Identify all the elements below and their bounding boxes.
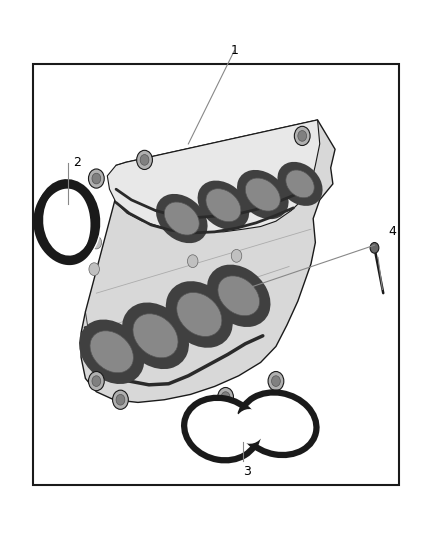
Text: 1: 1 — [230, 44, 238, 57]
Circle shape — [88, 169, 104, 188]
Circle shape — [137, 150, 152, 169]
Ellipse shape — [198, 181, 249, 230]
Circle shape — [231, 249, 242, 262]
FancyBboxPatch shape — [33, 64, 399, 485]
Circle shape — [88, 372, 104, 391]
Circle shape — [140, 155, 149, 165]
Ellipse shape — [177, 293, 222, 336]
Circle shape — [113, 390, 128, 409]
Circle shape — [218, 387, 233, 407]
Ellipse shape — [234, 409, 265, 444]
Ellipse shape — [133, 314, 178, 358]
Ellipse shape — [207, 264, 271, 327]
Ellipse shape — [184, 398, 258, 461]
Text: 3: 3 — [244, 465, 251, 478]
Ellipse shape — [164, 202, 199, 235]
Ellipse shape — [249, 402, 307, 446]
Circle shape — [298, 131, 307, 141]
Ellipse shape — [277, 162, 323, 206]
Text: 4: 4 — [388, 225, 396, 238]
Polygon shape — [37, 185, 94, 261]
Circle shape — [370, 243, 379, 253]
Circle shape — [272, 376, 280, 386]
Polygon shape — [107, 120, 320, 232]
Circle shape — [187, 255, 198, 268]
Circle shape — [268, 372, 284, 391]
Circle shape — [92, 173, 101, 184]
Ellipse shape — [206, 189, 241, 222]
Circle shape — [89, 263, 99, 276]
Text: 2: 2 — [73, 156, 81, 169]
Ellipse shape — [122, 302, 189, 369]
Ellipse shape — [245, 178, 280, 211]
Polygon shape — [81, 120, 335, 402]
Ellipse shape — [90, 331, 134, 373]
Circle shape — [92, 376, 101, 386]
Ellipse shape — [156, 194, 208, 243]
Ellipse shape — [79, 319, 145, 384]
Ellipse shape — [237, 170, 289, 219]
Ellipse shape — [240, 392, 317, 455]
Circle shape — [116, 394, 125, 405]
Circle shape — [221, 392, 230, 402]
Ellipse shape — [166, 281, 233, 348]
Ellipse shape — [218, 276, 260, 316]
Circle shape — [294, 126, 310, 146]
Ellipse shape — [194, 407, 249, 451]
Ellipse shape — [286, 170, 314, 198]
Circle shape — [91, 236, 102, 249]
